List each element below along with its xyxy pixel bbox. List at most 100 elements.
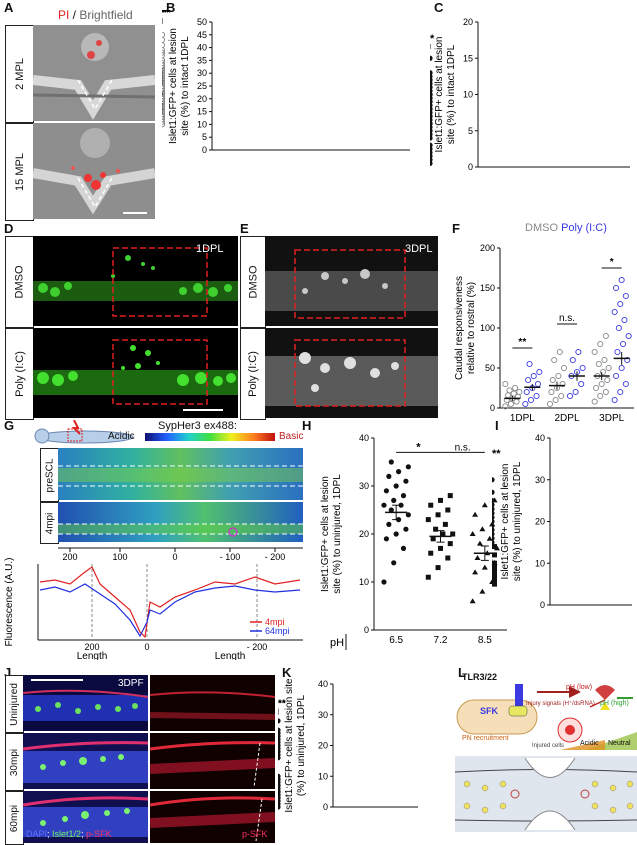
y-tick-label: 35 xyxy=(197,55,207,65)
data-point xyxy=(479,588,486,594)
data-point xyxy=(492,539,495,545)
data-point xyxy=(469,531,476,536)
data-point xyxy=(492,564,497,570)
psfk-image-1 xyxy=(150,675,275,731)
data-point xyxy=(558,392,565,400)
data-point xyxy=(556,348,563,356)
legend-islet: Islet1/2 xyxy=(52,829,82,839)
y-tick-label: 15 xyxy=(463,53,473,63)
ruler-tick-label: 100 xyxy=(112,552,127,562)
data-point xyxy=(591,348,598,356)
data-point xyxy=(430,536,436,542)
gfp-image-dmso xyxy=(33,236,238,326)
panel-c-chart: 0 5 10 15 20 Islet1:GFP+ cells at lesion site … xyxy=(430,17,630,179)
significance-label: n.s. xyxy=(559,313,575,324)
data-point xyxy=(555,372,562,380)
data-point xyxy=(430,113,433,119)
brightfield-image-1 xyxy=(33,25,155,121)
x-tick-label: 0 xyxy=(144,642,149,652)
data-point xyxy=(624,356,631,364)
data-point xyxy=(613,372,620,380)
panel-e-row-label-1: DMSO xyxy=(240,236,266,328)
data-point xyxy=(445,555,451,561)
gray-image-dmso xyxy=(265,236,438,326)
data-point xyxy=(506,387,513,394)
data-point xyxy=(162,113,166,120)
data-point xyxy=(492,531,495,537)
legend-poly: Poly (I:C) xyxy=(561,222,607,234)
data-point xyxy=(472,511,479,517)
data-point xyxy=(534,380,541,388)
panel-d-row-label-2: Poly (I:C) xyxy=(5,328,34,420)
panel-label-k: K xyxy=(282,665,292,680)
data-point xyxy=(162,105,166,113)
data-point xyxy=(438,545,443,551)
sypher-image-4mpi xyxy=(58,502,303,542)
gfp-image-poly xyxy=(33,328,238,418)
panel-a-row-label-1: 2 MPL xyxy=(5,25,34,123)
data-point xyxy=(430,106,433,112)
legend-label: 64mpi xyxy=(265,626,290,636)
data-point xyxy=(481,564,488,570)
panel-j-row-label-1: Uninjured xyxy=(5,675,24,733)
data-point xyxy=(560,364,568,372)
ruler-tick-label: - 100 xyxy=(220,552,241,562)
data-point xyxy=(523,388,530,396)
data-point xyxy=(618,276,625,284)
data-point xyxy=(162,67,166,74)
panel-label-c: C xyxy=(434,0,444,15)
data-point xyxy=(474,555,481,560)
panel-j-row-label-2: 30mpi xyxy=(5,733,24,791)
psfk-image-3 xyxy=(150,791,275,843)
data-point xyxy=(162,52,166,59)
data-point xyxy=(162,116,166,123)
data-point xyxy=(492,577,497,583)
significance-label: **** xyxy=(492,448,501,460)
data-point xyxy=(600,368,607,376)
significance-label: * xyxy=(162,10,165,19)
data-point xyxy=(162,118,166,125)
data-point xyxy=(492,518,495,525)
y-axis-label: Islet1:GFP+ cells at lesion xyxy=(320,476,331,592)
data-point xyxy=(393,531,399,537)
data-point xyxy=(536,368,543,376)
panel-label-l: L xyxy=(458,665,466,680)
y-axis-label: Islet1:GFP+ cells at lesion xyxy=(500,464,511,580)
data-point xyxy=(162,111,166,118)
panel-label-g: G xyxy=(4,418,15,433)
data-point xyxy=(605,364,612,372)
data-point xyxy=(502,380,509,388)
legend-psfk: p-SFK xyxy=(86,829,112,839)
ph-colorbar xyxy=(145,433,275,441)
data-point xyxy=(438,497,443,503)
data-point xyxy=(162,103,166,110)
tlr-receptor xyxy=(515,684,523,714)
data-point xyxy=(593,384,600,392)
data-point xyxy=(494,545,501,551)
data-point xyxy=(611,308,618,316)
data-point xyxy=(569,356,576,364)
data-point xyxy=(597,392,604,400)
legend-label: 4mpi xyxy=(265,617,285,627)
data-point xyxy=(278,718,281,724)
y-axis-label: site (%) to intact 1DPL xyxy=(446,44,457,144)
y-tick-label: 10 xyxy=(197,119,207,129)
significance-label: * xyxy=(162,10,165,19)
data-point xyxy=(430,84,433,90)
y-tick-label: 40 xyxy=(359,433,369,443)
merge-image-3 xyxy=(23,791,148,843)
merge-image-1 xyxy=(23,675,148,731)
legend-sep-2: ; xyxy=(81,829,87,839)
neuron-icon xyxy=(595,685,615,700)
data-point xyxy=(512,384,519,392)
brightfield-image-2 xyxy=(33,123,155,219)
significance-label: * xyxy=(610,257,614,268)
y-axis-label: Caudal responsiveness xyxy=(454,276,465,380)
pi-label: PI xyxy=(58,8,70,22)
x-tick-label: - 200 xyxy=(247,642,268,652)
data-point xyxy=(492,560,497,566)
data-point xyxy=(450,531,456,537)
category-label: 3DPL xyxy=(599,413,624,424)
data-point xyxy=(492,544,497,550)
category-label: 2DPL xyxy=(554,413,579,424)
